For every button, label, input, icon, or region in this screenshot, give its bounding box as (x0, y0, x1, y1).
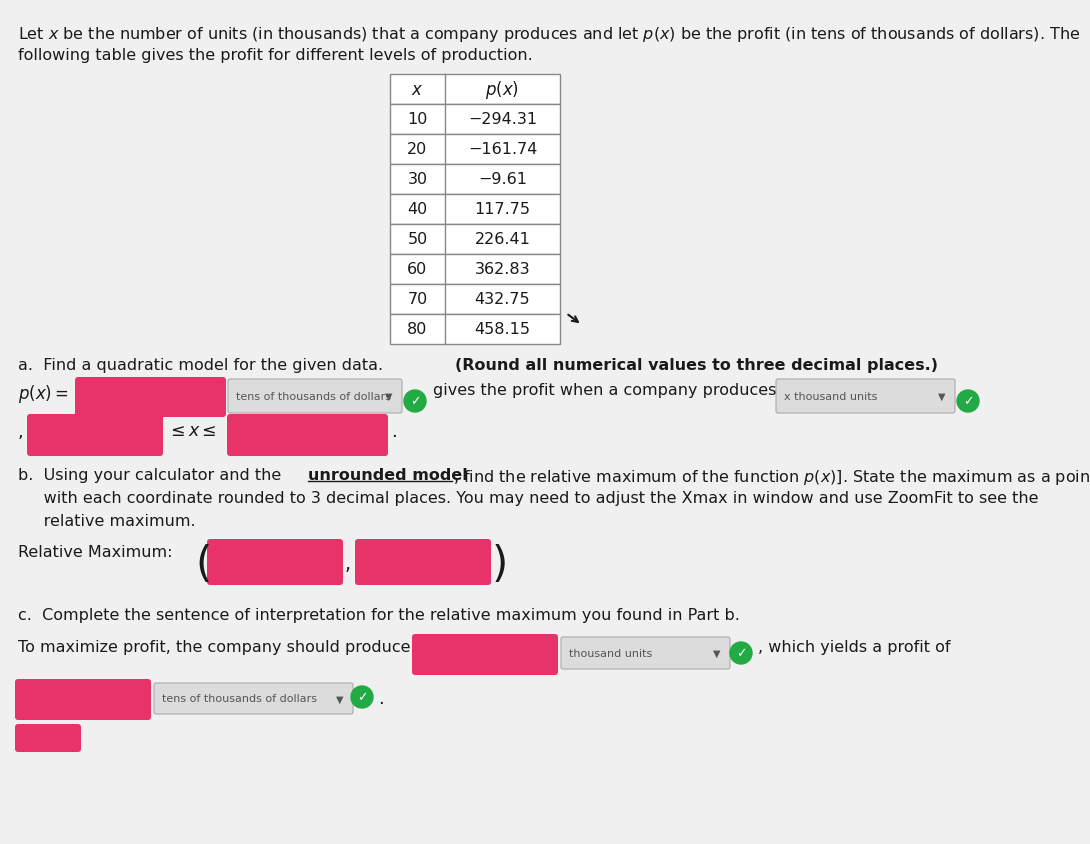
Circle shape (957, 391, 979, 413)
Text: tens of thousands of dollars: tens of thousands of dollars (237, 392, 391, 402)
Text: 20: 20 (408, 143, 427, 157)
Text: with each coordinate rounded to 3 decimal places. You may need to adjust the Xma: with each coordinate rounded to 3 decima… (19, 490, 1039, 506)
FancyBboxPatch shape (15, 679, 152, 720)
Text: ✓: ✓ (736, 647, 747, 660)
Text: relative maximum.: relative maximum. (19, 513, 195, 528)
Text: ✓: ✓ (410, 395, 421, 408)
Text: ✓: ✓ (356, 690, 367, 704)
Text: 80: 80 (408, 322, 427, 337)
FancyBboxPatch shape (561, 637, 730, 669)
Text: x thousand units: x thousand units (784, 392, 877, 402)
FancyBboxPatch shape (355, 539, 490, 585)
Text: gives the profit when a company produces: gives the profit when a company produces (433, 382, 776, 398)
Text: , find the relative maximum of the function $p(x)$]. State the maximum as a poin: , find the relative maximum of the funct… (453, 468, 1090, 486)
FancyBboxPatch shape (154, 683, 353, 714)
Text: (: ( (195, 544, 211, 585)
FancyBboxPatch shape (75, 377, 226, 418)
Text: tens of thousands of dollars: tens of thousands of dollars (162, 694, 317, 704)
Text: (Round all numerical values to three decimal places.): (Round all numerical values to three dec… (455, 358, 938, 372)
Bar (390, 75, 560, 105)
FancyBboxPatch shape (228, 380, 402, 414)
Text: 50: 50 (408, 232, 427, 247)
Text: $\leq x \leq$: $\leq x \leq$ (167, 421, 217, 440)
Text: ▼: ▼ (937, 392, 945, 402)
FancyBboxPatch shape (776, 380, 955, 414)
Text: $p(x)$: $p(x)$ (485, 78, 520, 101)
Text: 458.15: 458.15 (474, 322, 531, 337)
Text: 10: 10 (408, 112, 427, 127)
FancyBboxPatch shape (27, 414, 164, 457)
Text: c.  Complete the sentence of interpretation for the relative maximum you found i: c. Complete the sentence of interpretati… (19, 608, 740, 622)
Text: ,: , (19, 423, 24, 441)
Circle shape (351, 686, 373, 708)
Bar (390, 135, 560, 165)
Circle shape (730, 642, 752, 664)
FancyBboxPatch shape (412, 634, 558, 675)
FancyBboxPatch shape (227, 414, 388, 457)
Text: ✓: ✓ (962, 395, 973, 408)
Text: 40: 40 (408, 203, 427, 217)
Text: 30: 30 (408, 172, 427, 187)
Bar (390, 165, 560, 195)
Text: .: . (378, 690, 384, 707)
Text: ▼: ▼ (713, 648, 720, 658)
Text: .: . (391, 423, 397, 441)
FancyBboxPatch shape (207, 539, 343, 585)
Bar (390, 195, 560, 225)
Text: ): ) (492, 544, 508, 585)
Bar (390, 284, 560, 315)
Text: Let $x$ be the number of units (in thousands) that a company produces and let $p: Let $x$ be the number of units (in thous… (19, 25, 1080, 44)
Text: 432.75: 432.75 (474, 292, 531, 307)
Text: ▼: ▼ (385, 392, 392, 402)
Text: To maximize profit, the company should produce: To maximize profit, the company should p… (19, 639, 411, 654)
Text: following table gives the profit for different levels of production.: following table gives the profit for dif… (19, 48, 533, 63)
Text: thousand units: thousand units (569, 648, 652, 658)
Text: ,: , (346, 555, 351, 573)
Bar (390, 105, 560, 135)
Text: b.  Using your calculator and the: b. Using your calculator and the (19, 468, 287, 483)
Text: unrounded model: unrounded model (308, 468, 468, 483)
Text: 226.41: 226.41 (474, 232, 531, 247)
Text: $x$: $x$ (411, 81, 424, 99)
Text: −294.31: −294.31 (468, 112, 537, 127)
Text: 362.83: 362.83 (474, 262, 531, 277)
Text: a.  Find a quadratic model for the given data.: a. Find a quadratic model for the given … (19, 358, 388, 372)
Circle shape (404, 391, 426, 413)
Bar (390, 255, 560, 284)
Text: Relative Maximum:: Relative Maximum: (19, 544, 172, 560)
Text: 60: 60 (408, 262, 427, 277)
Text: , which yields a profit of: , which yields a profit of (758, 639, 950, 654)
Text: −9.61: −9.61 (479, 172, 526, 187)
Text: −161.74: −161.74 (468, 143, 537, 157)
Bar (390, 225, 560, 255)
Text: 70: 70 (408, 292, 427, 307)
Text: ▼: ▼ (336, 694, 343, 704)
Text: 117.75: 117.75 (474, 203, 531, 217)
FancyBboxPatch shape (15, 724, 81, 752)
Bar (390, 315, 560, 344)
Text: $p(x) =$: $p(x) =$ (19, 382, 69, 404)
